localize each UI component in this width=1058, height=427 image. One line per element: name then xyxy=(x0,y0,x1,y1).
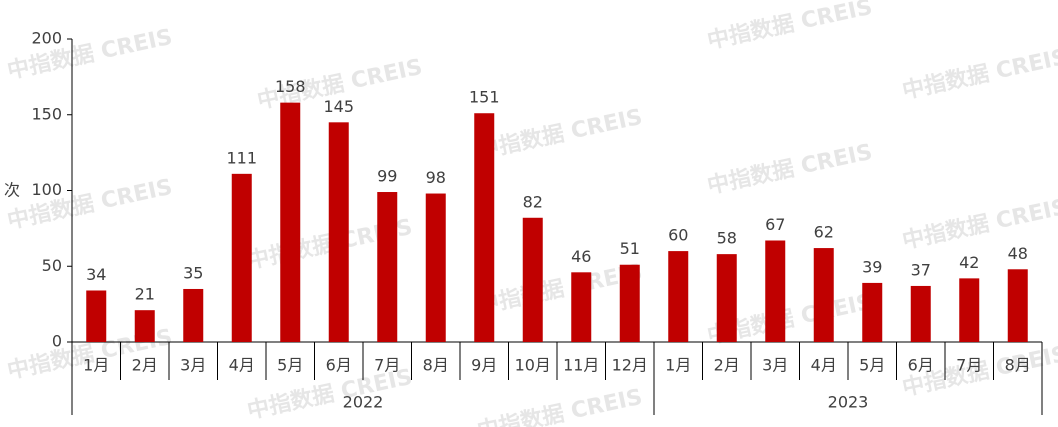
value-label: 39 xyxy=(862,257,882,276)
value-label: 145 xyxy=(323,97,354,116)
group-label: 2023 xyxy=(828,393,869,412)
bar xyxy=(1007,269,1028,342)
x-tick-label: 9月 xyxy=(471,356,497,375)
watermark: 中指数据 CREIS xyxy=(5,24,175,84)
value-label: 35 xyxy=(183,263,203,282)
bar xyxy=(280,102,301,342)
x-tick-label: 6月 xyxy=(908,356,934,375)
x-tick-label: 3月 xyxy=(762,356,788,375)
x-tick-label: 7月 xyxy=(956,356,982,375)
value-label: 48 xyxy=(1008,244,1028,263)
x-tick-label: 8月 xyxy=(423,356,449,375)
bar xyxy=(959,278,980,342)
value-label: 46 xyxy=(571,247,591,266)
bar xyxy=(377,192,398,342)
bar xyxy=(231,173,252,342)
bar xyxy=(765,240,786,342)
value-label: 62 xyxy=(814,223,834,242)
value-label: 34 xyxy=(86,265,106,284)
value-label: 98 xyxy=(426,168,446,187)
bar xyxy=(716,254,737,342)
x-tick-label: 1月 xyxy=(665,356,691,375)
x-tick-label: 10月 xyxy=(515,356,551,375)
watermark: 中指数据 CREIS xyxy=(900,194,1058,254)
y-tick-label: 100 xyxy=(31,180,62,199)
value-label: 82 xyxy=(523,192,543,211)
x-tick-label: 5月 xyxy=(859,356,885,375)
bar xyxy=(813,248,834,342)
x-tick-label: 3月 xyxy=(180,356,206,375)
x-tick-label: 4月 xyxy=(811,356,837,375)
group-label: 2022 xyxy=(343,393,384,412)
watermark: 中指数据 CREIS xyxy=(705,0,875,54)
x-tick-label: 12月 xyxy=(612,356,648,375)
value-label: 99 xyxy=(377,167,397,186)
watermark: 中指数据 CREIS xyxy=(900,44,1058,104)
x-tick-label: 7月 xyxy=(374,356,400,375)
bar xyxy=(183,288,204,342)
bar xyxy=(862,282,883,342)
x-tick-label: 1月 xyxy=(83,356,109,375)
x-tick-label: 6月 xyxy=(326,356,352,375)
y-tick-label: 0 xyxy=(52,332,62,351)
value-label: 51 xyxy=(620,239,640,258)
value-label: 151 xyxy=(469,88,500,107)
x-tick-label: 2月 xyxy=(714,356,740,375)
y-tick-label: 200 xyxy=(31,29,62,48)
bar xyxy=(522,217,543,342)
watermark: 中指数据 CREIS xyxy=(475,259,645,319)
bar xyxy=(328,122,349,342)
x-tick-label: 2月 xyxy=(132,356,158,375)
bar xyxy=(134,310,155,342)
value-label: 158 xyxy=(275,77,306,96)
x-tick-label: 4月 xyxy=(229,356,255,375)
watermark: 中指数据 CREIS xyxy=(475,384,645,427)
value-label: 60 xyxy=(668,226,688,245)
bar xyxy=(668,251,689,342)
value-label: 37 xyxy=(911,260,931,279)
y-axis-label: 次 xyxy=(4,181,20,200)
bar xyxy=(86,290,107,342)
watermark: 中指数据 CREIS xyxy=(475,104,645,164)
x-tick-label: 8月 xyxy=(1005,356,1031,375)
bar xyxy=(619,264,640,342)
bar xyxy=(571,272,592,342)
value-label: 67 xyxy=(765,215,785,234)
value-label: 58 xyxy=(717,229,737,248)
bar xyxy=(425,193,446,342)
x-tick-label: 11月 xyxy=(563,356,599,375)
y-tick-label: 150 xyxy=(31,104,62,123)
y-tick-label: 50 xyxy=(42,256,62,275)
watermark: 中指数据 CREIS xyxy=(705,139,875,199)
bar xyxy=(910,285,931,342)
value-label: 42 xyxy=(959,253,979,272)
value-label: 111 xyxy=(226,148,257,167)
bar xyxy=(474,113,495,342)
x-tick-label: 5月 xyxy=(277,356,303,375)
value-label: 21 xyxy=(135,285,155,304)
watermark: 中指数据 CREIS xyxy=(5,174,175,234)
